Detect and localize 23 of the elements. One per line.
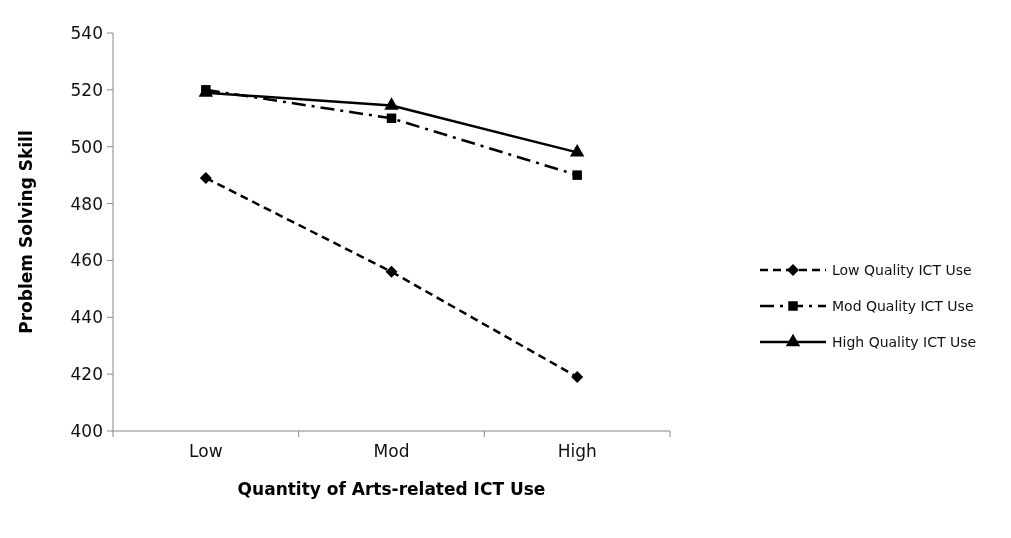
point xyxy=(384,97,399,110)
legend-label: Low Quality ICT Use xyxy=(832,261,972,278)
point xyxy=(385,265,398,278)
y-tick-label: 520 xyxy=(70,79,103,100)
x-tick-label: Mod xyxy=(373,441,410,461)
x-tick-label: High xyxy=(557,441,597,461)
legend-label: High Quality ICT Use xyxy=(832,333,977,350)
y-tick-label: 540 xyxy=(70,22,103,43)
x-tick-label: Low xyxy=(189,441,223,461)
legend-label: Mod Quality ICT Use xyxy=(832,297,974,314)
y-tick-label: 480 xyxy=(70,193,103,214)
point xyxy=(572,170,582,180)
y-tick-label: 500 xyxy=(70,136,103,157)
y-tick-label: 420 xyxy=(70,364,103,385)
point xyxy=(569,144,585,157)
x-axis-title: Quantity of Arts-related ICT Use xyxy=(237,479,546,499)
y-tick-label: 460 xyxy=(70,250,103,271)
point xyxy=(386,113,397,124)
y-tick-label: 400 xyxy=(70,420,103,441)
point xyxy=(571,370,584,383)
y-axis-title: Problem Solving Skill xyxy=(16,130,36,334)
y-tick-label: 440 xyxy=(70,307,103,328)
point xyxy=(199,171,212,184)
